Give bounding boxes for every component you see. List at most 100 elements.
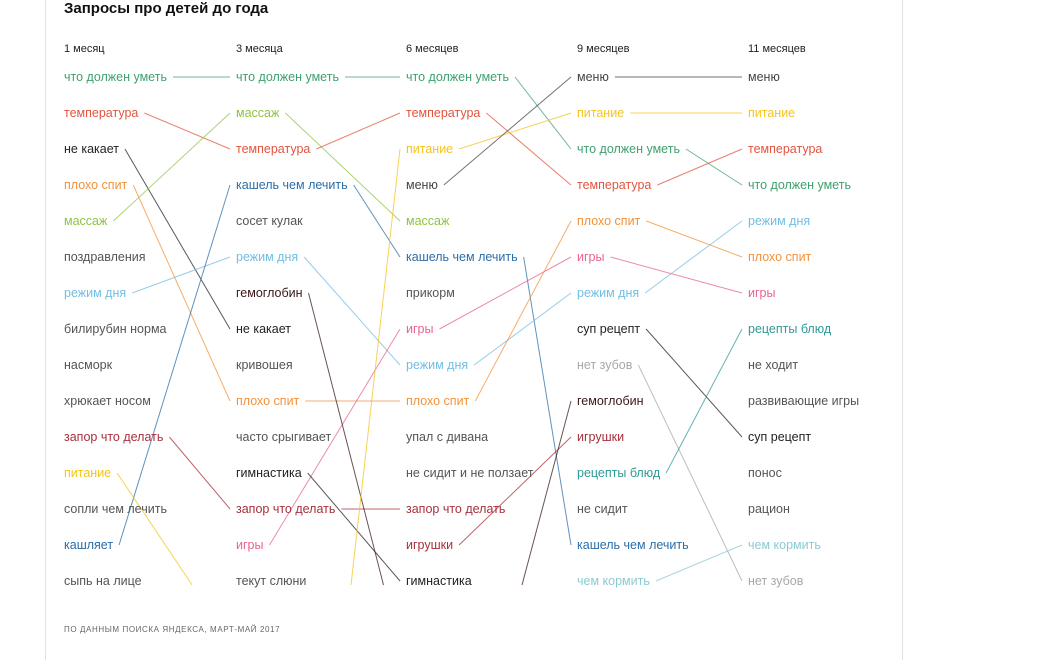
rank-connection-line xyxy=(269,328,401,546)
query-term: запор что делать xyxy=(236,502,336,516)
rank-connection-line xyxy=(458,112,572,150)
query-term: температура xyxy=(748,142,823,156)
query-term: режим дня xyxy=(236,250,299,264)
rank-connection-line xyxy=(521,400,572,586)
rank-connection-line xyxy=(169,436,231,510)
query-term: часто срыгивает xyxy=(236,430,332,444)
rank-connection-line xyxy=(646,220,743,258)
rank-connection-line xyxy=(308,292,384,586)
source-footnote: ПО ДАННЫМ ПОИСКА ЯНДЕКСА, МАРТ-МАЙ 2017 xyxy=(64,625,281,634)
rank-connection-line xyxy=(474,220,572,402)
query-term: гемоглобин xyxy=(236,286,303,300)
rank-connection-line xyxy=(132,184,231,402)
query-term: температура xyxy=(406,106,481,120)
rank-connection-line xyxy=(353,184,401,258)
rank-connection-line xyxy=(316,112,401,150)
rank-connection-line xyxy=(303,256,401,366)
query-term: гимнастика xyxy=(406,574,472,588)
rank-connection-line xyxy=(685,148,743,186)
query-term: режим дня xyxy=(406,358,469,372)
query-term: что должен уметь xyxy=(236,70,339,84)
rank-connection-line xyxy=(637,364,743,582)
query-term: запор что делать xyxy=(64,430,164,444)
rank-connection-line xyxy=(350,148,401,586)
query-term: питание xyxy=(64,466,112,480)
query-term: плохо спит xyxy=(64,178,128,192)
query-term: что должен уметь xyxy=(406,70,509,84)
rank-connection-line xyxy=(644,220,743,294)
query-term: рацион xyxy=(748,502,790,516)
query-term: нет зубов xyxy=(577,358,633,372)
query-term: сыпь на лице xyxy=(64,574,142,588)
query-term: рецепты блюд xyxy=(748,322,832,336)
query-term: запор что делать xyxy=(406,502,506,516)
rank-connection-line xyxy=(307,472,401,582)
rank-connection-line xyxy=(514,76,572,150)
query-term: питание xyxy=(406,142,454,156)
query-term: массаж xyxy=(236,106,280,120)
query-term: массаж xyxy=(64,214,108,228)
rank-connection-line xyxy=(443,76,572,186)
rank-connection-line xyxy=(657,148,743,186)
query-term: температура xyxy=(236,142,311,156)
query-term: сопли чем лечить xyxy=(64,502,167,516)
rank-connection-line xyxy=(285,112,401,222)
query-term: что должен уметь xyxy=(64,70,167,84)
query-term: кашляет xyxy=(64,538,114,552)
query-term: насморк xyxy=(64,358,113,372)
rank-connection-line xyxy=(458,436,572,546)
query-term: чем кормить xyxy=(577,574,650,588)
query-term: кривошея xyxy=(236,358,293,372)
query-term: плохо спит xyxy=(406,394,470,408)
query-term: игры xyxy=(577,250,605,264)
column-header: 6 месяцев xyxy=(406,43,459,55)
query-term: не сидит и не ползает xyxy=(406,466,534,480)
query-term: питание xyxy=(577,106,625,120)
query-term: меню xyxy=(577,70,609,84)
rank-connection-line xyxy=(665,328,743,474)
query-term: режим дня xyxy=(64,286,127,300)
query-term: плохо спит xyxy=(577,214,641,228)
query-term: не какает xyxy=(64,142,119,156)
query-term: температура xyxy=(64,106,139,120)
rank-connection-line xyxy=(655,544,743,582)
query-term: кашель чем лечить xyxy=(577,538,689,552)
query-term: игрушки xyxy=(577,430,625,444)
rank-connection-line xyxy=(131,256,231,294)
query-term: игрушки xyxy=(406,538,454,552)
query-term: суп рецепт xyxy=(577,322,641,336)
query-term: что должен уметь xyxy=(577,142,680,156)
query-term: прикорм xyxy=(406,286,455,300)
rank-connection-line xyxy=(118,184,231,546)
chart-card xyxy=(45,0,903,660)
query-term: не ходит xyxy=(748,358,799,372)
query-term: меню xyxy=(406,178,438,192)
query-term: плохо спит xyxy=(236,394,300,408)
query-term: режим дня xyxy=(748,214,811,228)
rank-connection-line xyxy=(439,256,572,330)
rank-connection-line xyxy=(116,472,193,586)
query-term: игры xyxy=(748,286,776,300)
query-term: нет зубов xyxy=(748,574,804,588)
query-term: режим дня xyxy=(577,286,640,300)
query-term: билирубин норма xyxy=(64,322,167,336)
query-term: чем кормить xyxy=(748,538,821,552)
query-term: упал с дивана xyxy=(406,430,489,444)
query-term: не сидит xyxy=(577,502,628,516)
query-term: что должен уметь xyxy=(748,178,851,192)
query-term: гемоглобин xyxy=(577,394,644,408)
rank-connection-line xyxy=(645,328,743,438)
column-header: 1 месяц xyxy=(64,43,105,55)
query-term: кашель чем лечить xyxy=(406,250,518,264)
column-header: 9 месяцев xyxy=(577,43,630,55)
rank-connection-line xyxy=(610,256,743,294)
query-term: хрюкает носом xyxy=(64,394,151,408)
query-term: гимнастика xyxy=(236,466,302,480)
query-term: текут слюни xyxy=(236,574,307,588)
rank-connection-line xyxy=(144,112,231,150)
page-title: Запросы про детей до года xyxy=(64,0,269,17)
query-term: суп рецепт xyxy=(748,430,812,444)
query-term: плохо спит xyxy=(748,250,812,264)
query-term: массаж xyxy=(406,214,450,228)
query-term: меню xyxy=(748,70,780,84)
